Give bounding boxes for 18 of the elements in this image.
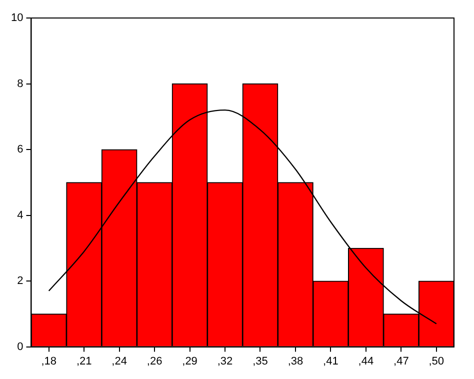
x-tick-label: ,24 — [112, 355, 127, 368]
y-tick-label: 2 — [17, 275, 24, 288]
y-tick-label: 4 — [17, 209, 24, 222]
x-tick-label: ,50 — [428, 355, 444, 368]
x-tick-label: ,32 — [217, 355, 233, 368]
x-tick-label: ,47 — [394, 355, 409, 368]
y-tick-label: 6 — [17, 144, 24, 156]
x-tick-label: ,26 — [146, 355, 162, 368]
x-tick-label: ,18 — [41, 355, 56, 368]
y-tick-label: 8 — [17, 78, 24, 90]
x-tick-label: ,44 — [358, 355, 374, 368]
x-tick-label: ,21 — [76, 355, 92, 368]
y-tick-label: 10 — [10, 12, 24, 24]
x-tick-label: ,38 — [288, 355, 304, 368]
x-tick-label: ,41 — [323, 355, 338, 368]
x-tick-label: ,29 — [182, 355, 198, 368]
y-tick-label: 0 — [17, 340, 24, 353]
x-tick-label: ,35 — [252, 355, 268, 368]
